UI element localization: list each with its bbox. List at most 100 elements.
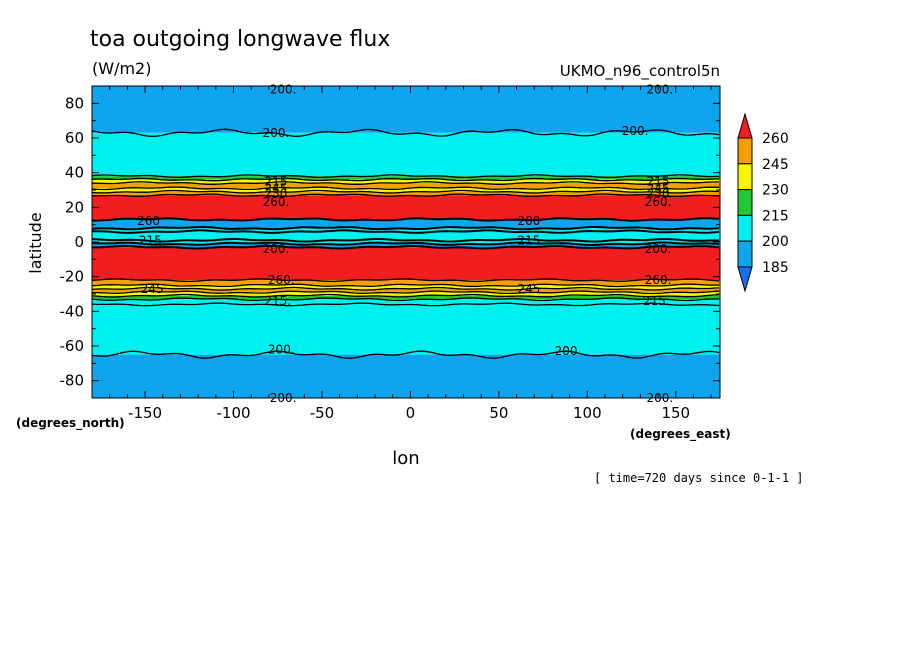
contour-band — [92, 280, 720, 286]
contour-line — [92, 181, 720, 185]
contour-label: 215. — [264, 294, 291, 308]
colorbar-segment — [737, 189, 753, 216]
contour-line — [92, 290, 720, 295]
contour-band — [92, 247, 720, 281]
x-axis: -150 -100 -50 0 50 100 150 — [91, 86, 712, 422]
colorbar-segment — [737, 137, 753, 165]
contour-band — [92, 292, 720, 296]
colorbar-segment — [737, 240, 753, 268]
time-label: [ time=720 days since 0-1-1 ] — [594, 471, 804, 485]
contour-label: 215. — [643, 294, 670, 308]
colorbar-label: 245 — [762, 157, 789, 173]
contour-label: 260. — [645, 195, 672, 209]
x-unit-label: (degrees_east) — [630, 427, 731, 442]
contour-label: 200. — [646, 82, 673, 96]
contour-line — [91, 278, 720, 283]
contour-label: 260. — [263, 195, 290, 209]
contour-label: 230 — [265, 186, 288, 200]
contour-line — [91, 193, 720, 198]
contour-label: 215 — [139, 233, 162, 247]
y-axis-title: latitude — [26, 212, 45, 273]
contour-line — [91, 241, 720, 246]
contour-band — [92, 188, 720, 192]
colorbar-segment — [737, 163, 753, 191]
contour-label: 215 — [517, 233, 540, 247]
contour-band — [92, 86, 720, 133]
y-tick-label: 60 — [65, 129, 84, 147]
y-tick-label: -60 — [60, 337, 85, 355]
contour-line — [91, 297, 719, 302]
y-unit-label: (degrees_north) — [16, 416, 125, 431]
y-tick-label: -40 — [60, 302, 85, 320]
y-tick-label: 20 — [65, 198, 84, 216]
contour-band — [92, 228, 720, 232]
dataset-label: UKMO_n96_control5n — [560, 62, 720, 81]
colorbar-label: 230 — [762, 183, 789, 199]
contour-band — [92, 191, 720, 196]
contour-line — [91, 286, 720, 291]
contour-label: 200. — [645, 242, 672, 256]
units-label: (W/m2) — [92, 59, 151, 78]
contour-line — [91, 350, 720, 359]
contour-label: 200 — [555, 344, 578, 358]
contour-line — [91, 229, 720, 234]
contour-line — [91, 293, 720, 298]
contour-line — [91, 283, 719, 288]
y-tick-label: -20 — [60, 268, 85, 286]
contour-band — [92, 288, 720, 293]
contour-label: 245 — [647, 181, 670, 195]
contour-lines — [91, 128, 720, 359]
contour-field — [92, 86, 720, 398]
contour-label: 230 — [647, 186, 670, 200]
contour-band — [92, 299, 720, 305]
x-tick-label: -100 — [216, 404, 250, 422]
contour-label: 245 — [265, 181, 288, 195]
contour-band — [92, 132, 720, 177]
x-tick-label: 0 — [406, 404, 416, 422]
contour-label: 260 — [137, 214, 160, 228]
contour-label: 215 — [265, 174, 288, 188]
x-axis-title: lon — [392, 448, 419, 469]
x-tick-label: -50 — [310, 404, 335, 422]
y-tick-label: 40 — [65, 164, 84, 182]
contour-label: 215 — [647, 174, 670, 188]
contour-line — [91, 225, 720, 231]
colorbar-label: 200 — [762, 234, 789, 250]
contour-band — [92, 219, 720, 229]
contour-band — [92, 354, 720, 398]
contour-band — [92, 231, 720, 241]
contour-label: 260. — [268, 273, 295, 287]
x-tick-label: 50 — [489, 404, 508, 422]
contour-label: 245 — [141, 282, 164, 296]
contour-label: 200. — [263, 126, 290, 140]
contour-label: 200. — [622, 124, 649, 138]
colorbar-label: 260 — [762, 131, 789, 147]
contour-line — [91, 238, 720, 243]
contour-line — [91, 302, 720, 307]
contour-line — [91, 189, 720, 194]
colorbar-top-arrow — [737, 112, 753, 139]
contour-label: 200 — [517, 214, 540, 228]
contour-label: 200. — [263, 242, 290, 256]
x-tick-label: 150 — [661, 404, 690, 422]
contour-band — [92, 240, 720, 244]
colorbar-label: 215 — [762, 208, 789, 224]
colorbar-label: 185 — [762, 260, 789, 276]
contour-line — [91, 217, 720, 222]
contour-line — [92, 244, 720, 250]
y-tick-label: 80 — [65, 94, 84, 112]
x-tick-label: 100 — [573, 404, 602, 422]
chart-title: toa outgoing longwave flux — [90, 27, 390, 52]
contour-line — [91, 174, 720, 179]
colorbar-segment — [737, 214, 753, 242]
contour-line — [91, 186, 720, 191]
contour-label: 260. — [645, 273, 672, 287]
contour-band — [92, 295, 720, 300]
contour-label: 200. — [268, 342, 295, 356]
contour-line — [91, 128, 720, 137]
x-tick-label: -150 — [128, 404, 162, 422]
contour-label: 245 — [517, 282, 540, 296]
contour-band — [92, 304, 720, 355]
